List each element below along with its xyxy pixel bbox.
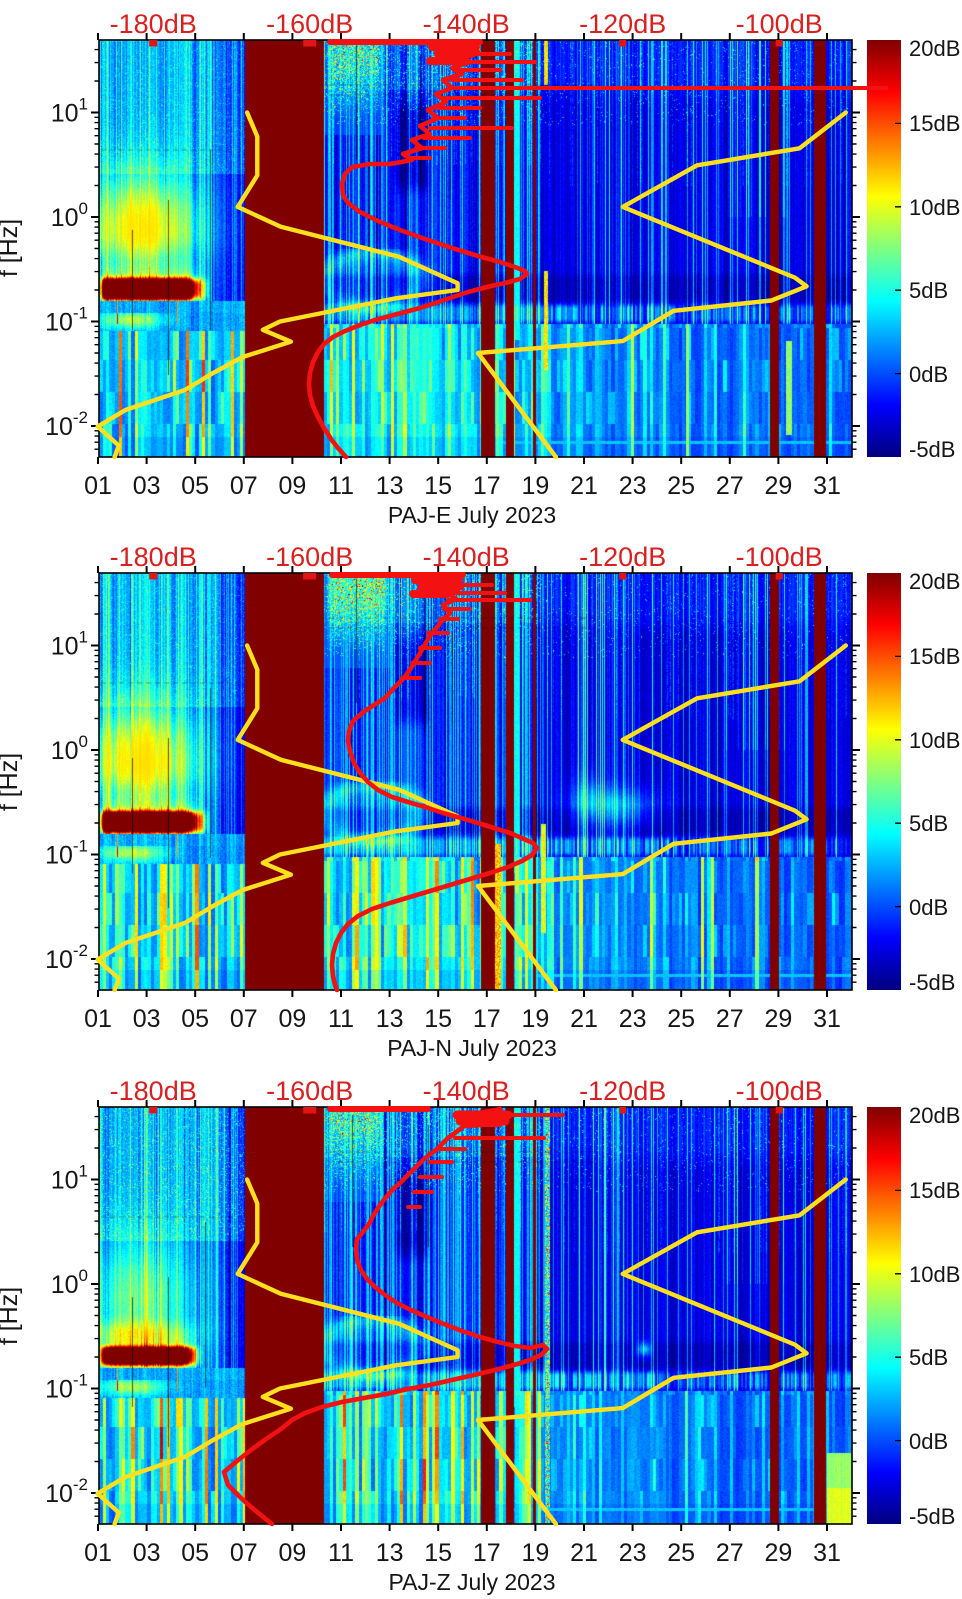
svg-text:-5dB: -5dB [909, 437, 955, 462]
svg-text:23: 23 [619, 1005, 647, 1033]
svg-text:09: 09 [278, 472, 306, 500]
svg-text:15: 15 [424, 1539, 452, 1567]
svg-text:-180dB: -180dB [110, 1076, 197, 1106]
svg-text:29: 29 [764, 472, 792, 500]
svg-text:29: 29 [764, 1005, 792, 1033]
svg-text:31: 31 [813, 1005, 841, 1033]
svg-text:01: 01 [84, 1005, 112, 1033]
svg-text:-160dB: -160dB [266, 542, 353, 572]
svg-text:10dB: 10dB [909, 728, 960, 753]
svg-text:0dB: 0dB [909, 1429, 948, 1454]
svg-text:5dB: 5dB [909, 278, 948, 303]
svg-text:19: 19 [521, 1539, 549, 1567]
svg-text:25: 25 [667, 1005, 695, 1033]
svg-text:-120dB: -120dB [579, 9, 666, 39]
svg-text:03: 03 [133, 472, 161, 500]
svg-text:10dB: 10dB [909, 195, 960, 220]
svg-text:07: 07 [230, 472, 258, 500]
svg-text:05: 05 [181, 1539, 209, 1567]
svg-text:21: 21 [570, 472, 598, 500]
svg-text:PAJ-Z July 2023: PAJ-Z July 2023 [388, 1569, 555, 1595]
svg-text:05: 05 [181, 472, 209, 500]
svg-text:13: 13 [376, 472, 404, 500]
svg-text:101: 101 [51, 628, 88, 661]
svg-text:20dB: 20dB [909, 569, 960, 594]
svg-text:25: 25 [667, 1539, 695, 1567]
svg-text:01: 01 [84, 472, 112, 500]
svg-text:27: 27 [716, 1005, 744, 1033]
svg-text:23: 23 [619, 1539, 647, 1567]
svg-text:03: 03 [133, 1539, 161, 1567]
svg-text:-120dB: -120dB [579, 542, 666, 572]
svg-text:13: 13 [376, 1005, 404, 1033]
svg-text:11: 11 [328, 472, 354, 500]
svg-text:15dB: 15dB [909, 111, 960, 136]
svg-text:101: 101 [51, 95, 88, 128]
svg-text:-160dB: -160dB [266, 9, 353, 39]
svg-text:100: 100 [51, 1266, 88, 1299]
svg-text:13: 13 [376, 1539, 404, 1567]
svg-text:21: 21 [570, 1005, 598, 1033]
svg-text:11: 11 [328, 1005, 354, 1033]
svg-text:f [Hz]: f [Hz] [0, 219, 23, 277]
svg-text:27: 27 [716, 1539, 744, 1567]
svg-text:101: 101 [51, 1162, 88, 1195]
svg-text:19: 19 [521, 472, 549, 500]
svg-text:100: 100 [51, 199, 88, 232]
svg-text:03: 03 [133, 1005, 161, 1033]
svg-text:17: 17 [473, 1005, 501, 1033]
svg-text:10-2: 10-2 [45, 941, 88, 974]
svg-text:09: 09 [278, 1539, 306, 1567]
svg-text:-140dB: -140dB [423, 9, 510, 39]
svg-text:27: 27 [716, 472, 744, 500]
svg-text:23: 23 [619, 472, 647, 500]
svg-text:100: 100 [51, 732, 88, 765]
svg-text:10dB: 10dB [909, 1262, 960, 1287]
svg-text:-140dB: -140dB [423, 1076, 510, 1106]
svg-text:10-1: 10-1 [45, 1371, 88, 1404]
svg-text:-100dB: -100dB [736, 542, 823, 572]
svg-text:21: 21 [570, 1539, 598, 1567]
svg-text:15dB: 15dB [909, 1178, 960, 1203]
svg-text:01: 01 [84, 1539, 112, 1567]
svg-text:10-1: 10-1 [45, 837, 88, 870]
svg-text:-160dB: -160dB [266, 1076, 353, 1106]
svg-text:17: 17 [473, 472, 501, 500]
svg-text:10-1: 10-1 [45, 304, 88, 337]
svg-text:-5dB: -5dB [909, 1504, 955, 1529]
svg-text:20dB: 20dB [909, 36, 960, 61]
svg-text:31: 31 [813, 1539, 841, 1567]
svg-text:-120dB: -120dB [579, 1076, 666, 1106]
svg-text:0dB: 0dB [909, 895, 948, 920]
svg-text:25: 25 [667, 472, 695, 500]
svg-text:20dB: 20dB [909, 1103, 960, 1128]
svg-text:f [Hz]: f [Hz] [0, 753, 23, 811]
svg-text:-180dB: -180dB [110, 9, 197, 39]
svg-text:0dB: 0dB [909, 362, 948, 387]
svg-text:-140dB: -140dB [423, 542, 510, 572]
svg-text:09: 09 [278, 1005, 306, 1033]
svg-text:10-2: 10-2 [45, 1475, 88, 1508]
svg-text:05: 05 [181, 1005, 209, 1033]
svg-text:07: 07 [230, 1539, 258, 1567]
svg-text:5dB: 5dB [909, 1345, 948, 1370]
svg-text:f [Hz]: f [Hz] [0, 1287, 23, 1345]
svg-text:-100dB: -100dB [736, 9, 823, 39]
svg-text:15: 15 [424, 472, 452, 500]
svg-text:29: 29 [764, 1539, 792, 1567]
svg-text:15: 15 [424, 1005, 452, 1033]
svg-text:15dB: 15dB [909, 644, 960, 669]
svg-text:31: 31 [813, 472, 841, 500]
svg-text:17: 17 [473, 1539, 501, 1567]
svg-text:10-2: 10-2 [45, 408, 88, 441]
svg-text:11: 11 [328, 1539, 354, 1567]
svg-text:-5dB: -5dB [909, 970, 955, 995]
svg-text:PAJ-E July 2023: PAJ-E July 2023 [388, 502, 556, 528]
svg-text:5dB: 5dB [909, 811, 948, 836]
svg-text:-180dB: -180dB [110, 542, 197, 572]
svg-text:-100dB: -100dB [736, 1076, 823, 1106]
svg-text:19: 19 [521, 1005, 549, 1033]
svg-text:PAJ-N July 2023: PAJ-N July 2023 [387, 1035, 557, 1061]
svg-text:07: 07 [230, 1005, 258, 1033]
